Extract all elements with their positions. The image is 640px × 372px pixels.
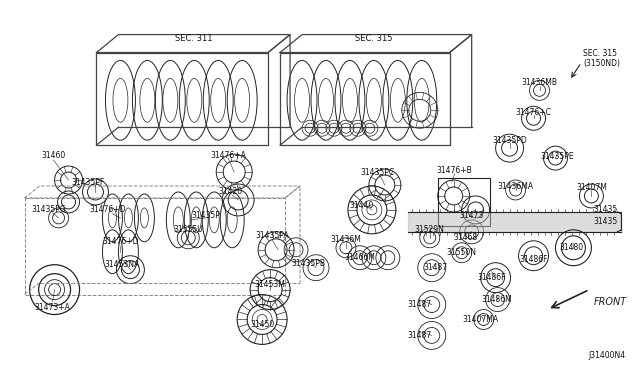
Text: 31435PE: 31435PE (541, 152, 574, 161)
Text: SEC. 315
(3150ND): SEC. 315 (3150ND) (584, 49, 620, 68)
Text: 31450: 31450 (250, 320, 275, 329)
Text: 31550N: 31550N (447, 248, 477, 257)
Text: SEC. 311: SEC. 311 (175, 34, 213, 43)
Text: 31435PC: 31435PC (361, 167, 395, 177)
Text: 31473: 31473 (460, 211, 484, 220)
Text: 31487: 31487 (408, 331, 432, 340)
Text: 31476+A: 31476+A (211, 151, 246, 160)
Text: 31453NA: 31453NA (105, 260, 140, 269)
Text: 31476+C: 31476+C (516, 108, 552, 117)
Text: J31400N4: J31400N4 (589, 351, 626, 360)
Text: SEC. 315: SEC. 315 (355, 34, 392, 43)
Text: 31407M: 31407M (576, 183, 607, 192)
Text: 31453M: 31453M (255, 280, 285, 289)
Text: 31487: 31487 (424, 263, 448, 272)
Text: 31529N: 31529N (415, 225, 445, 234)
Text: 31468: 31468 (454, 233, 477, 242)
Text: 31476+D: 31476+D (102, 237, 139, 246)
Text: 31435PB: 31435PB (291, 259, 325, 268)
Text: 31436MA: 31436MA (497, 182, 534, 190)
Text: 31420: 31420 (218, 187, 243, 196)
Text: 31435: 31435 (593, 217, 618, 227)
Bar (438, 178, 490, 226)
Text: FRONT: FRONT (593, 296, 627, 307)
Text: 31480: 31480 (559, 243, 584, 252)
Text: 31487: 31487 (408, 300, 432, 309)
Text: 31555U: 31555U (173, 225, 203, 234)
Text: 31473+A: 31473+A (35, 303, 70, 312)
Text: 31435PD: 31435PD (492, 136, 527, 145)
Text: 31460: 31460 (42, 151, 66, 160)
Text: 31436MB: 31436MB (522, 78, 557, 87)
Text: 31436M: 31436M (330, 235, 362, 244)
Text: 31407MA: 31407MA (463, 315, 499, 324)
Text: 31435PG: 31435PG (31, 205, 66, 214)
Text: 31486M: 31486M (481, 295, 512, 304)
Text: 31435: 31435 (593, 205, 618, 214)
Text: 31435PA: 31435PA (255, 231, 289, 240)
Text: 31486F: 31486F (519, 255, 548, 264)
Text: 31476+D: 31476+D (89, 205, 125, 214)
Text: 31476+B: 31476+B (437, 166, 472, 174)
Text: 31486F: 31486F (477, 273, 506, 282)
Text: 31435PF: 31435PF (72, 177, 105, 186)
Text: 31466M: 31466M (344, 253, 375, 262)
Text: 31440: 31440 (350, 201, 374, 211)
Text: 31435P: 31435P (192, 211, 221, 220)
